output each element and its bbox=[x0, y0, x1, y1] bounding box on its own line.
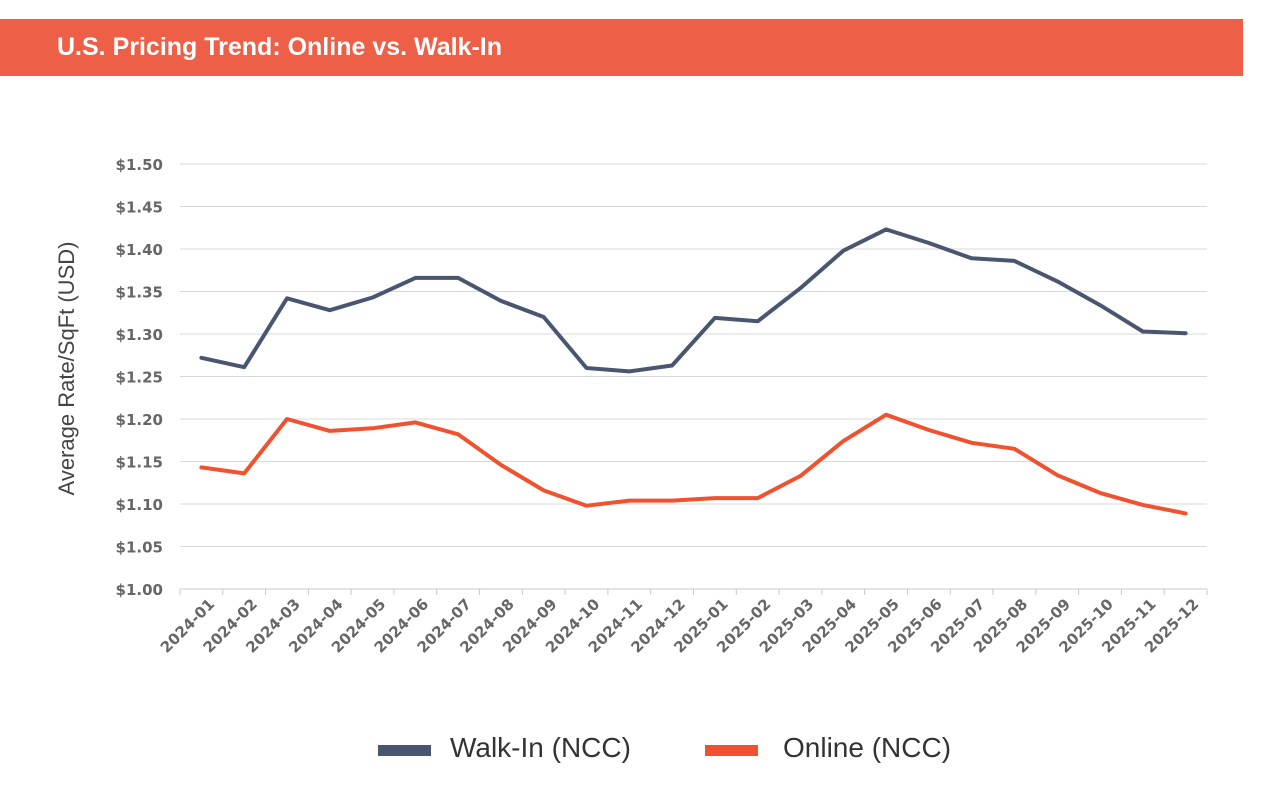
title-bar: U.S. Pricing Trend: Online vs. Walk-In bbox=[0, 19, 1243, 76]
y-tick-label: $1.45 bbox=[116, 199, 163, 217]
y-tick-label: $1.30 bbox=[116, 326, 163, 344]
y-tick-label: $1.20 bbox=[116, 411, 163, 429]
y-tick-label: $1.50 bbox=[116, 156, 163, 174]
y-tick-label: $1.00 bbox=[116, 581, 163, 599]
legend-swatch-walk-in bbox=[378, 745, 431, 756]
y-tick-label: $1.25 bbox=[116, 369, 163, 387]
series-line-online bbox=[199, 412, 1188, 516]
legend-label-walk-in: Walk-In (NCC) bbox=[450, 732, 631, 763]
y-tick-label: $1.15 bbox=[116, 454, 163, 472]
legend-label-online: Online (NCC) bbox=[783, 732, 952, 763]
y-tick-label: $1.35 bbox=[116, 284, 163, 302]
series-line-walk-in bbox=[199, 227, 1188, 374]
chart-title: U.S. Pricing Trend: Online vs. Walk-In bbox=[57, 33, 502, 61]
legend-swatch-online bbox=[705, 745, 758, 756]
y-tick-label: $1.10 bbox=[116, 496, 163, 514]
y-axis-label: Average Rate/SqFt (USD) bbox=[54, 242, 79, 496]
y-tick-label: $1.40 bbox=[116, 241, 163, 259]
y-tick-label: $1.05 bbox=[116, 539, 163, 557]
legend: Walk-In (NCC) Online (NCC) bbox=[0, 730, 1264, 770]
